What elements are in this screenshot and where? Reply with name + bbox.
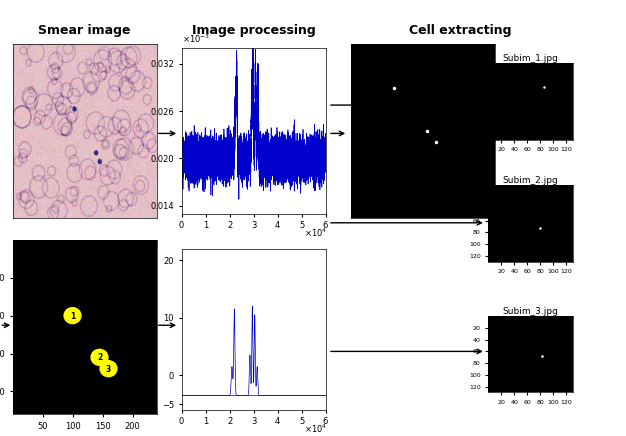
Text: 2: 2	[97, 353, 102, 362]
Title: Subim_3.jpg: Subim_3.jpg	[503, 307, 558, 316]
Ellipse shape	[64, 308, 81, 324]
Text: 3: 3	[106, 364, 111, 374]
Title: Subim_1.jpg: Subim_1.jpg	[503, 54, 558, 63]
Title: Subim_2.jpg: Subim_2.jpg	[503, 176, 558, 185]
Text: $\times\mathregular{10}^{4}$: $\times\mathregular{10}^{4}$	[304, 423, 327, 435]
Text: 1: 1	[70, 311, 75, 320]
Text: Smear image: Smear image	[38, 24, 131, 37]
Text: $\times\mathregular{10}^{4}$: $\times\mathregular{10}^{4}$	[304, 227, 327, 239]
Ellipse shape	[100, 361, 117, 377]
Text: $\times\mathregular{10}^{-3}$: $\times\mathregular{10}^{-3}$	[182, 32, 210, 44]
Ellipse shape	[91, 349, 108, 365]
Text: Image processing: Image processing	[192, 24, 316, 37]
Text: Cell extracting: Cell extracting	[409, 24, 511, 37]
